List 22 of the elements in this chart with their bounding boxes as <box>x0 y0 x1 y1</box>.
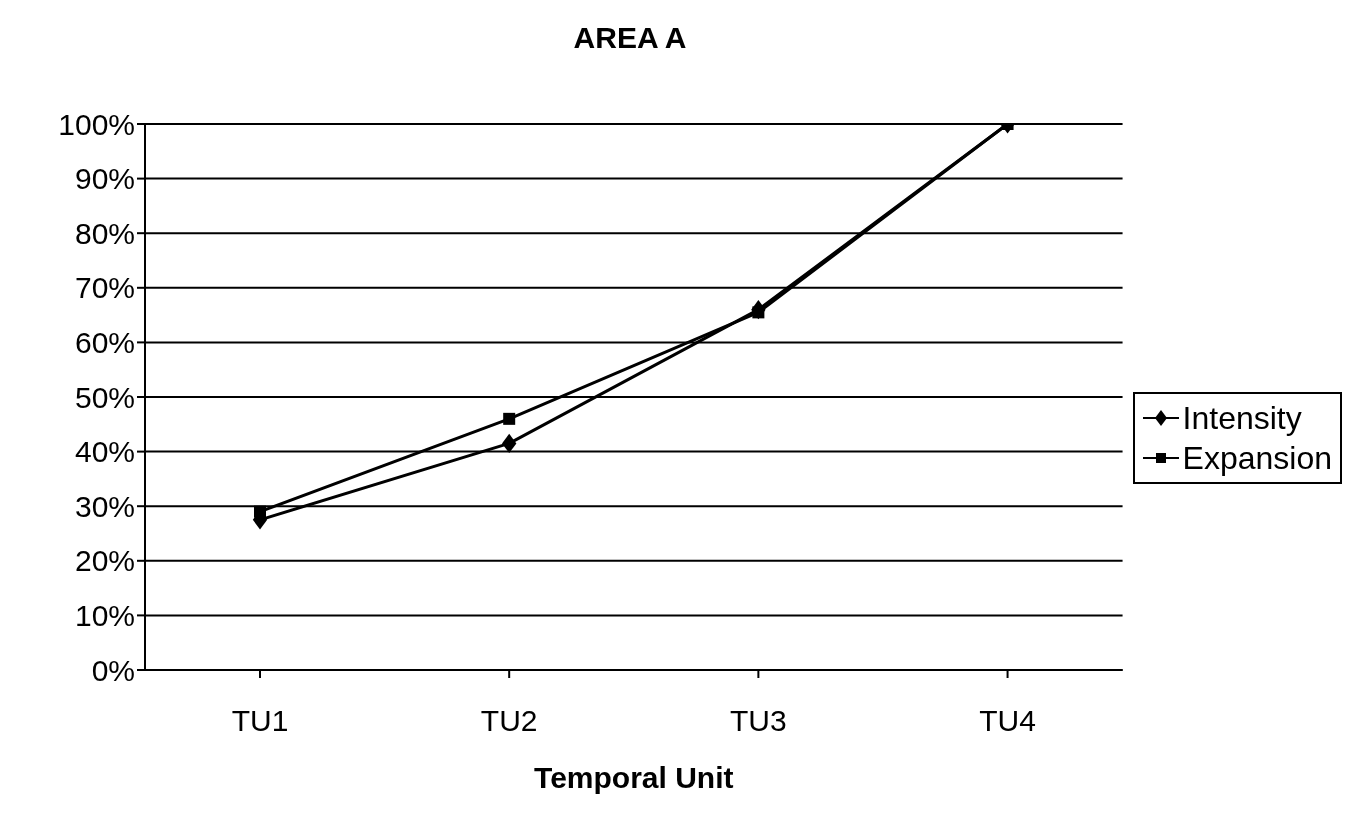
x-tick-label: TU1 <box>231 704 289 738</box>
y-tick-label: 90% <box>74 162 135 196</box>
legend-label: Expansion <box>1182 439 1332 477</box>
chart-title: AREA A <box>572 20 688 56</box>
y-tick-label: 30% <box>74 489 135 523</box>
y-tick-label: 50% <box>74 380 135 414</box>
x-tick-label: TU2 <box>480 704 538 738</box>
x-tick-label: TU3 <box>730 704 787 738</box>
point <box>501 433 517 454</box>
y-tick-label: 0% <box>91 653 135 687</box>
y-tick-label: 80% <box>74 216 135 250</box>
y-tick-label: 40% <box>74 435 135 469</box>
y-tick-label: 100% <box>58 107 135 141</box>
x-tick-label: TU4 <box>979 704 1036 738</box>
y-tick-label: 60% <box>74 326 135 360</box>
y-tick-label: 10% <box>74 599 135 633</box>
x-axis-title: Temporal Unit <box>534 761 734 794</box>
point <box>503 412 516 425</box>
legend-label: Intensity <box>1182 399 1302 437</box>
y-tick-label: 20% <box>74 544 135 578</box>
point <box>254 505 266 518</box>
y-tick-label: 70% <box>74 271 135 305</box>
